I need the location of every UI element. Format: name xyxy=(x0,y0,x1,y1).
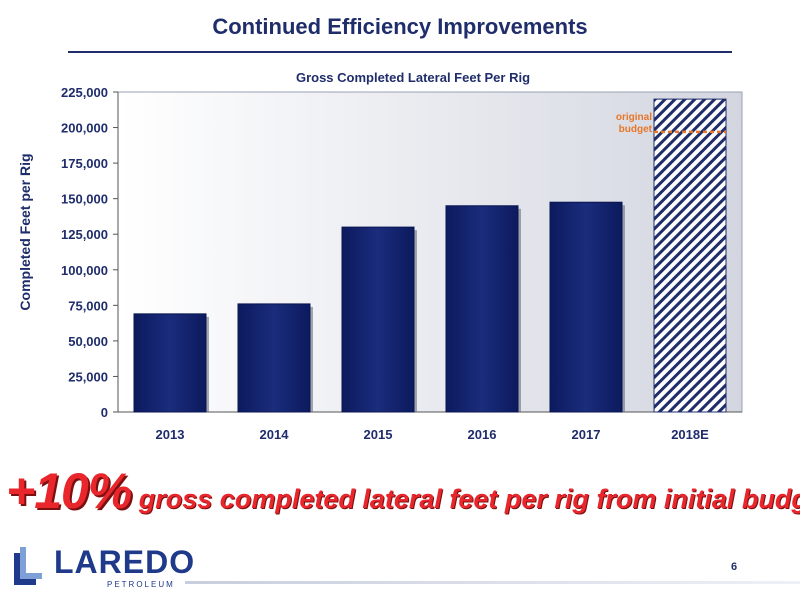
y-tick-label: 100,000 xyxy=(61,263,108,278)
page-number: 6 xyxy=(731,561,738,573)
x-tick-label: 2013 xyxy=(156,427,185,442)
y-tick-label: 150,000 xyxy=(61,192,108,207)
bar-2015 xyxy=(341,226,415,413)
x-tick-label: 2015 xyxy=(364,427,393,442)
x-tick-label: 2018E xyxy=(671,427,709,442)
y-tick-label: 175,000 xyxy=(61,156,108,171)
y-tick-label: 50,000 xyxy=(68,334,108,349)
y-tick-label: 75,000 xyxy=(68,298,108,313)
bar-2017 xyxy=(549,201,623,413)
y-axis-ticks: 0 25,000 50,000 75,000 100,000 125,000 150,000… xyxy=(61,85,118,420)
x-axis-ticks: 2013 2014 2015 2016 2017 2018E xyxy=(156,427,710,442)
budget-label-line: budget xyxy=(619,124,653,135)
bar-2018e xyxy=(653,98,727,413)
y-tick-label: 0 xyxy=(101,405,108,420)
chart-title: Gross Completed Lateral Feet Per Rig xyxy=(296,70,530,85)
budget-label-line: original xyxy=(616,112,652,123)
logo-mark-icon xyxy=(14,547,42,585)
bars xyxy=(133,98,727,413)
x-tick-label: 2017 xyxy=(572,427,601,442)
bar-2014 xyxy=(237,303,311,413)
callout: +10% gross completed lateral feet per ri… xyxy=(6,462,800,520)
y-tick-label: 25,000 xyxy=(68,369,108,384)
x-tick-label: 2014 xyxy=(260,427,290,442)
laredo-logo: LAREDO PETROLEUM xyxy=(14,545,194,589)
bar-2016 xyxy=(445,205,519,413)
plot-area xyxy=(117,91,743,413)
y-axis-label: Completed Feet per Rig xyxy=(17,153,33,310)
callout-percent: +10% xyxy=(6,463,132,519)
logo-subtitle: PETROLEUM xyxy=(107,580,175,589)
title-divider xyxy=(68,51,732,53)
bar-2013 xyxy=(133,313,207,413)
footer-bar xyxy=(185,581,800,584)
logo-name: LAREDO xyxy=(54,544,196,580)
plot-background xyxy=(117,91,743,413)
x-tick-label: 2016 xyxy=(468,427,497,442)
y-tick-label: 225,000 xyxy=(61,85,108,100)
y-tick-label: 200,000 xyxy=(61,121,108,136)
slide-title: Continued Efficiency Improvements xyxy=(212,14,588,39)
y-tick-label: 125,000 xyxy=(61,227,108,242)
callout-text: gross completed lateral feet per rig fro… xyxy=(131,484,800,514)
